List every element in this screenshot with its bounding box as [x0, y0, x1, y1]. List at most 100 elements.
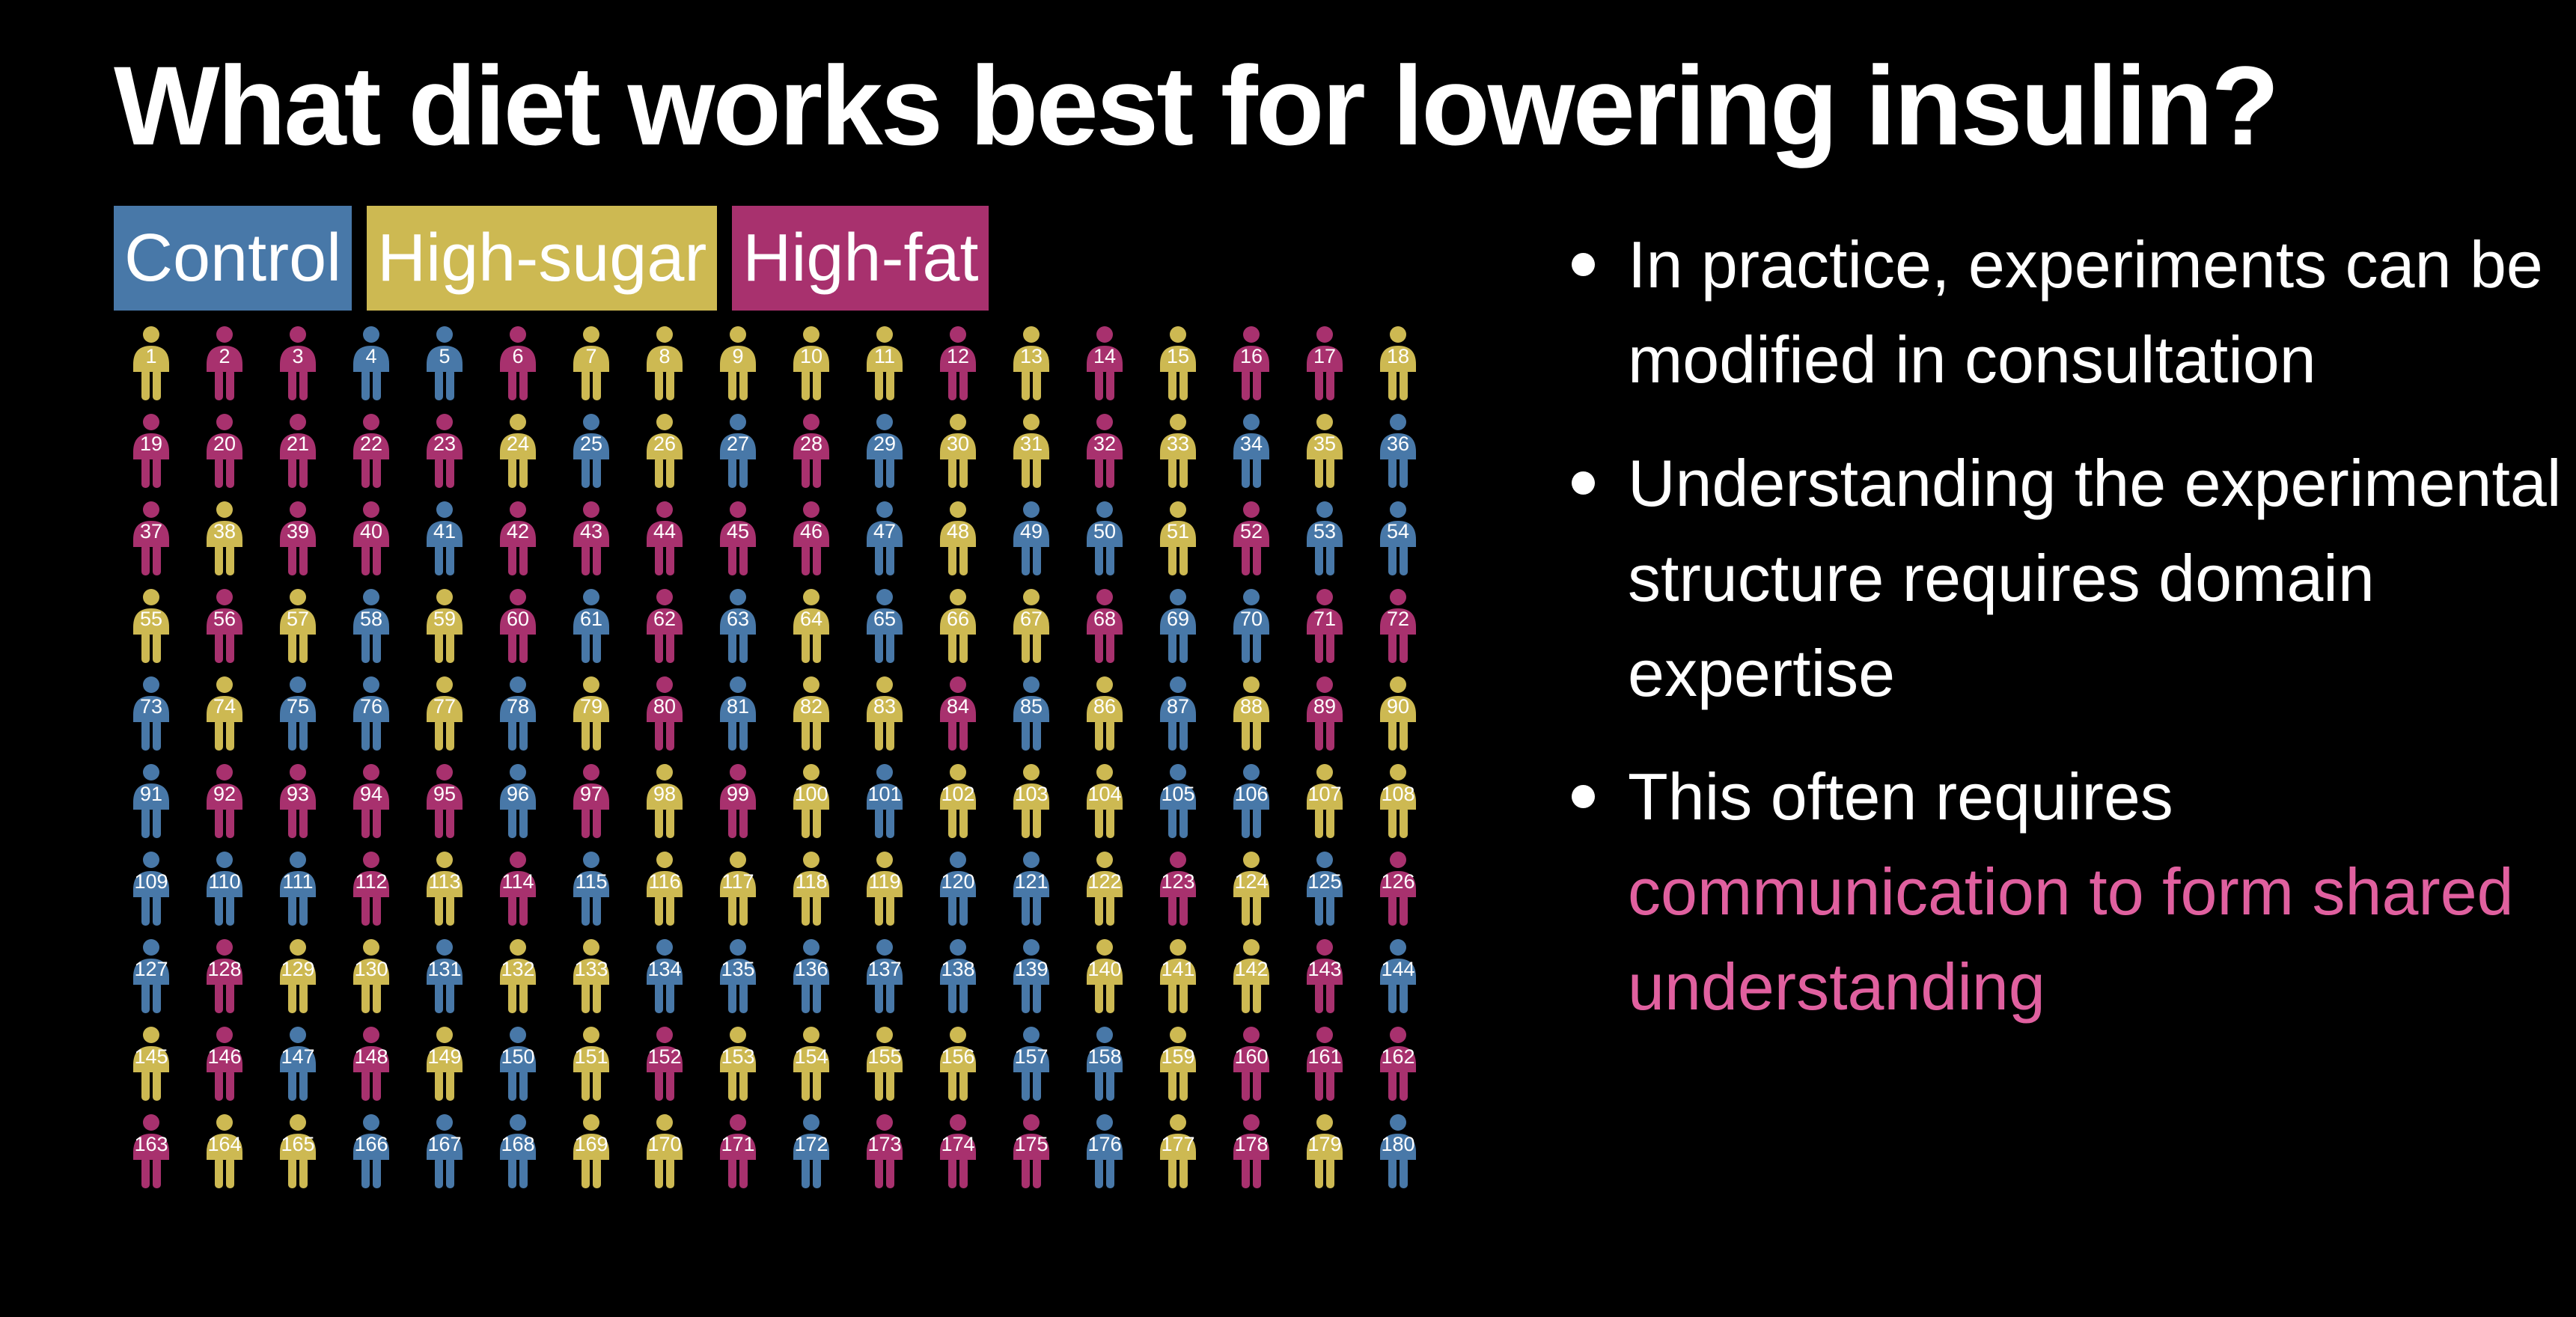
participant-number: 94 — [360, 783, 382, 805]
person-icon: 124 — [1233, 852, 1269, 926]
participant-number: 38 — [213, 520, 236, 543]
participant-number: 18 — [1387, 345, 1409, 367]
participant-number: 10 — [800, 345, 822, 367]
person-icon: 126 — [1380, 852, 1416, 926]
participant-number: 20 — [213, 433, 236, 455]
participant-number: 171 — [721, 1133, 754, 1155]
person-icon: 18 — [1380, 326, 1416, 400]
participant-number: 163 — [134, 1133, 168, 1155]
person-icon: 32 — [1087, 414, 1123, 488]
person-icon: 77 — [427, 676, 463, 751]
person-icon: 33 — [1160, 414, 1196, 488]
participant-number: 127 — [134, 958, 168, 980]
participant-number: 26 — [653, 433, 676, 455]
participant-number: 1 — [145, 345, 156, 367]
participant-number: 77 — [433, 695, 456, 718]
person-icon: 167 — [427, 1114, 463, 1188]
participant-number: 95 — [433, 783, 456, 805]
legend-item-high-fat: High-fat — [732, 206, 989, 311]
person-icon: 89 — [1307, 676, 1343, 751]
person-icon: 140 — [1087, 939, 1123, 1013]
participant-number: 145 — [134, 1045, 168, 1068]
person-icon: 100 — [793, 764, 829, 838]
person-icon: 78 — [500, 676, 536, 751]
participant-number: 67 — [1020, 608, 1043, 630]
person-icon: 25 — [573, 414, 609, 488]
person-icon: 86 — [1087, 676, 1123, 751]
person-icon: 37 — [133, 501, 169, 575]
participant-number: 49 — [1020, 520, 1043, 543]
participant-number: 7 — [585, 345, 596, 367]
person-icon: 121 — [1013, 852, 1049, 926]
participant-number: 48 — [947, 520, 969, 543]
person-icon: 146 — [207, 1027, 242, 1101]
person-icon: 102 — [940, 764, 976, 838]
person-icon: 104 — [1087, 764, 1123, 838]
participant-number: 88 — [1240, 695, 1263, 718]
person-icon: 131 — [427, 939, 463, 1013]
participant-number: 11 — [874, 345, 895, 367]
person-icon: 95 — [427, 764, 463, 838]
participant-number: 105 — [1161, 783, 1194, 805]
person-icon: 64 — [793, 589, 829, 663]
person-icon: 180 — [1380, 1114, 1416, 1188]
person-icon: 58 — [353, 589, 389, 663]
person-icon: 105 — [1160, 764, 1196, 838]
person-icon: 7 — [573, 326, 609, 400]
person-icon: 108 — [1380, 764, 1416, 838]
person-icon: 159 — [1160, 1027, 1196, 1101]
person-icon: 19 — [133, 414, 169, 488]
person-icon: 148 — [353, 1027, 389, 1101]
person-icon: 136 — [793, 939, 829, 1013]
bullet-text: In practice, experiments can be modified… — [1628, 227, 2543, 397]
participant-number: 103 — [1014, 783, 1048, 805]
participant-number: 79 — [580, 695, 602, 718]
participant-number: 40 — [360, 520, 382, 543]
participant-number: 62 — [653, 608, 676, 630]
person-icon: 36 — [1380, 414, 1416, 488]
participant-number: 107 — [1307, 783, 1341, 805]
participant-number: 175 — [1014, 1133, 1048, 1155]
participant-number: 23 — [433, 433, 456, 455]
person-icon: 46 — [793, 501, 829, 575]
person-icon: 1 — [133, 326, 169, 400]
person-icon: 133 — [573, 939, 609, 1013]
participant-number: 168 — [501, 1133, 534, 1155]
participant-number: 144 — [1381, 958, 1414, 980]
person-icon: 22 — [353, 414, 389, 488]
person-icon: 4 — [353, 326, 389, 400]
participant-number: 162 — [1381, 1045, 1414, 1068]
person-icon: 176 — [1087, 1114, 1123, 1188]
participant-number: 17 — [1313, 345, 1336, 367]
person-icon: 177 — [1160, 1114, 1196, 1188]
participant-number: 137 — [867, 958, 901, 980]
group-legend: Control High-sugar High-fat — [114, 206, 989, 311]
person-icon: 30 — [940, 414, 976, 488]
person-icon: 94 — [353, 764, 389, 838]
person-icon: 43 — [573, 501, 609, 575]
participant-number: 174 — [941, 1133, 974, 1155]
person-icon: 130 — [353, 939, 389, 1013]
person-icon: 9 — [720, 326, 756, 400]
participant-number: 90 — [1387, 695, 1409, 718]
participant-number: 131 — [427, 958, 461, 980]
person-icon: 122 — [1087, 852, 1123, 926]
participant-number: 87 — [1167, 695, 1189, 718]
person-icon: 165 — [280, 1114, 316, 1188]
participant-number: 129 — [281, 958, 314, 980]
person-icon: 153 — [720, 1027, 756, 1101]
participant-number: 140 — [1087, 958, 1121, 980]
participant-number: 152 — [647, 1045, 681, 1068]
person-icon: 81 — [720, 676, 756, 751]
participant-number: 29 — [873, 433, 896, 455]
participant-number: 71 — [1313, 608, 1336, 630]
participant-number: 155 — [867, 1045, 901, 1068]
participant-number: 50 — [1093, 520, 1116, 543]
person-icon: 57 — [280, 589, 316, 663]
participant-number: 151 — [574, 1045, 608, 1068]
participant-number: 84 — [947, 695, 969, 718]
person-icon: 68 — [1087, 589, 1123, 663]
person-icon: 120 — [940, 852, 976, 926]
bullet-text: This often requires — [1628, 760, 2173, 834]
participant-number: 141 — [1161, 958, 1194, 980]
